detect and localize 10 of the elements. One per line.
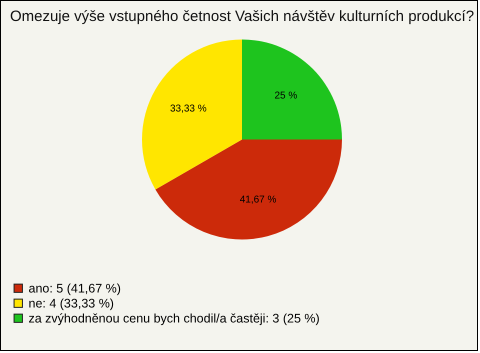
legend-label: za zvýhodněnou cenu bych chodil/a častěji: 3 (25 %)	[28, 311, 320, 326]
pie-slice	[142, 40, 242, 190]
data-label: 33,33 %	[170, 103, 207, 114]
legend-label: ano: 5 (41,67 %)	[28, 281, 121, 296]
legend-label: ne: 4 (33,33 %)	[28, 296, 114, 310]
data-label: 25 %	[274, 90, 298, 102]
data-label: 41,67 %	[240, 194, 276, 206]
pie-slice	[155, 140, 342, 240]
pie-slice	[242, 40, 342, 140]
chart-title: Omezuje výše vstupného četnost Vašich návštěv kulturních produkcí?	[10, 8, 474, 25]
